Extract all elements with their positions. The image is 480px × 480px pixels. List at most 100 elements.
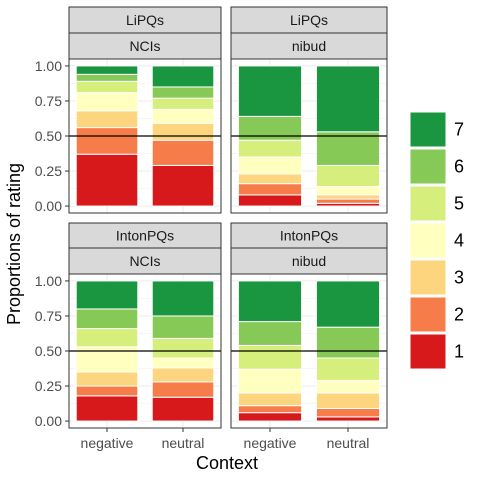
bar-segment-neutral-rating-4: [151, 357, 215, 369]
bar-segment-negative-rating-6: [75, 308, 139, 330]
legend-label: 7: [454, 120, 464, 140]
bar-segment-neutral-rating-7: [151, 280, 215, 317]
x-axis-title: Context: [196, 453, 258, 473]
legend-label: 3: [454, 268, 464, 288]
x-tick-label: neutral: [327, 435, 370, 451]
strip-top-bg: [230, 6, 388, 34]
bar-segment-negative-rating-5: [75, 80, 139, 94]
bar-segment-negative-rating-2: [237, 405, 303, 414]
facet-panel: IntonPQs NCIs: [68, 222, 222, 429]
bar-segment-neutral-rating-4: [151, 108, 215, 124]
bar-segment-negative-rating-3: [75, 110, 139, 129]
y-tick-label: 0.00: [35, 413, 62, 429]
legend-label: 1: [454, 342, 464, 362]
bar-segment-negative-rating-3: [237, 173, 303, 185]
legend-label: 5: [454, 194, 464, 214]
bar-segment-negative-rating-6: [237, 321, 303, 346]
bar-segment-neutral-rating-5: [151, 337, 215, 359]
legend-key-6: [409, 148, 447, 185]
bar-segment-neutral-rating-7: [315, 65, 381, 133]
bar-segment-neutral-rating-2: [315, 407, 381, 418]
strip-top-bg: [68, 222, 222, 249]
x-tick-label: negative: [244, 435, 297, 451]
legend-key-1: [409, 333, 447, 370]
bar-segment-neutral-rating-2: [315, 198, 381, 204]
y-axis-title: Proportions of rating: [4, 163, 24, 325]
strip-bottom-bg: [68, 32, 222, 60]
strip-top-label: IntonPQs: [280, 228, 338, 244]
bar-segment-negative-rating-2: [75, 127, 139, 155]
panel-border: [230, 58, 388, 214]
bar-segment-neutral-rating-2: [151, 139, 215, 166]
legend-key-3: [409, 259, 447, 296]
bar-segment-negative-rating-1: [75, 153, 139, 207]
legend-label: 4: [454, 231, 464, 251]
legend: 7 6 5 4 3 2 1: [409, 111, 464, 370]
legend-key-7: [409, 111, 447, 148]
y-axis: 0.00 0.25 0.50 0.75 1.00 0.00 0.25 0.50 0.75 1.00: [35, 58, 69, 429]
facet-panel: IntonPQs nibud: [230, 222, 388, 429]
bar-segment-neutral-rating-3: [151, 122, 215, 141]
bar-segment-negative-rating-6: [237, 115, 303, 141]
bar-segment-negative-rating-7: [237, 280, 303, 323]
bar-segment-negative-rating-7: [75, 280, 139, 310]
bar-segment-neutral-rating-4: [315, 379, 381, 394]
bar-segment-negative-rating-3: [237, 392, 303, 407]
bar-segment-neutral-rating-6: [151, 86, 215, 99]
y-tick-label: 0.25: [35, 163, 62, 179]
y-tick-label: 0.50: [35, 343, 62, 359]
y-tick-label: 0.50: [35, 128, 62, 144]
y-tick-label: 0.00: [35, 198, 62, 214]
legend-key-2: [409, 296, 447, 333]
bar-segment-negative-rating-4: [237, 368, 303, 394]
bar-segment-negative-rating-2: [75, 385, 139, 397]
strip-bottom-label: NCIs: [129, 38, 160, 54]
bar-segment-neutral-rating-5: [151, 97, 215, 110]
bar-segment-neutral-rating-2: [151, 381, 215, 398]
y-tick-label: 0.25: [35, 378, 62, 394]
legend-label: 2: [454, 305, 464, 325]
bar-segment-neutral-rating-1: [315, 416, 381, 422]
bar-segment-neutral-rating-7: [151, 65, 215, 88]
bar-segment-neutral-rating-6: [315, 131, 381, 166]
bar-segment-negative-rating-4: [237, 156, 303, 175]
x-axis: negative neutral negative neutral: [81, 428, 370, 451]
strip-top-bg: [230, 222, 388, 249]
strip-top-bg: [68, 6, 222, 34]
bar-segment-neutral-rating-1: [151, 396, 215, 422]
bar-segment-negative-rating-1: [237, 412, 303, 422]
strip-bottom-label: NCIs: [129, 253, 160, 269]
bar-segment-negative-rating-1: [75, 395, 139, 422]
bar-segment-neutral-rating-7: [315, 280, 381, 328]
bar-segment-neutral-rating-5: [315, 164, 381, 187]
bar-segment-negative-rating-5: [75, 328, 139, 348]
bar-segment-negative-rating-3: [75, 371, 139, 387]
strip-top-label: LiPQs: [290, 12, 328, 28]
bar-segment-negative-rating-2: [237, 183, 303, 196]
strip-bottom-label: nibud: [292, 38, 326, 54]
bar-segment-neutral-rating-3: [315, 392, 381, 409]
bar-segment-neutral-rating-3: [151, 367, 215, 383]
y-tick-label: 1.00: [35, 273, 62, 289]
bar-segment-negative-rating-7: [75, 65, 139, 75]
strip-bottom-label: nibud: [292, 253, 326, 269]
bar-segment-negative-rating-5: [237, 139, 303, 158]
facet-panel: LiPQs nibud: [230, 6, 388, 214]
bar-segment-neutral-rating-6: [151, 315, 215, 339]
strip-bottom-bg: [230, 247, 388, 275]
panel-border: [230, 273, 388, 429]
x-tick-label: neutral: [162, 435, 205, 451]
y-tick-label: 0.75: [35, 93, 62, 109]
strip-top-label: IntonPQs: [116, 228, 174, 244]
bar-segment-negative-rating-6: [75, 73, 139, 82]
bar-segment-neutral-rating-5: [315, 357, 381, 381]
bar-segment-neutral-rating-4: [315, 185, 381, 196]
bar-segment-negative-rating-4: [75, 92, 139, 112]
legend-key-5: [409, 185, 447, 222]
x-tick-label: negative: [81, 435, 134, 451]
y-tick-label: 1.00: [35, 58, 62, 74]
legend-label: 6: [454, 157, 464, 177]
facet-panels: LiPQs NCIs LiPQs nibud IntonPQs NCIs IntonPQs n…: [68, 6, 388, 429]
y-tick-label: 0.75: [35, 308, 62, 324]
